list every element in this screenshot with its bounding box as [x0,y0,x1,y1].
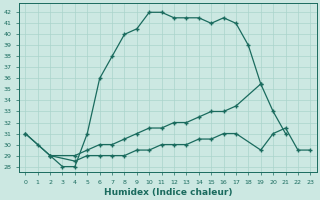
X-axis label: Humidex (Indice chaleur): Humidex (Indice chaleur) [104,188,232,197]
